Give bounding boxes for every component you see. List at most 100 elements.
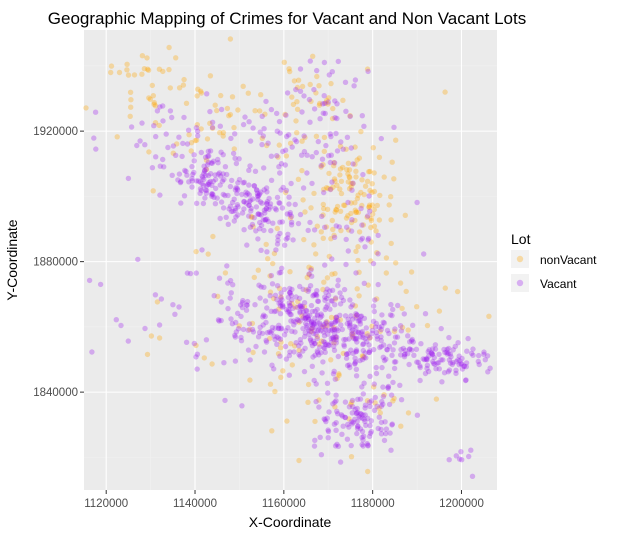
point-vacant <box>345 199 351 206</box>
point-vacant <box>307 119 313 125</box>
point-vacant <box>208 171 214 177</box>
point-vacant <box>326 409 332 415</box>
point-vacant <box>328 298 334 304</box>
point-nonvacant <box>302 134 308 141</box>
point-vacant <box>354 430 360 437</box>
point-nonvacant <box>352 144 358 150</box>
point-vacant <box>392 326 398 332</box>
point-vacant <box>301 133 307 139</box>
point-vacant <box>210 158 217 164</box>
point-nonvacant <box>371 188 378 195</box>
point-vacant <box>285 235 291 241</box>
point-vacant <box>227 277 234 284</box>
point-vacant <box>334 101 340 107</box>
point-vacant <box>264 249 270 255</box>
point-nonvacant <box>193 137 200 143</box>
point-nonvacant <box>145 67 152 73</box>
point-vacant <box>310 354 316 360</box>
point-vacant <box>311 321 318 327</box>
point-vacant <box>241 206 247 212</box>
point-nonvacant <box>371 223 378 229</box>
point-vacant <box>410 322 416 328</box>
point-vacant <box>222 164 229 170</box>
point-vacant <box>295 317 302 324</box>
point-nonvacant <box>366 204 372 211</box>
x-axis-title: X-Coordinate <box>249 514 332 530</box>
point-nonvacant <box>316 341 322 347</box>
point-vacant <box>348 347 354 353</box>
point-nonvacant <box>341 202 347 208</box>
point-vacant <box>354 425 361 432</box>
point-nonvacant <box>356 293 362 299</box>
point-nonvacant <box>299 138 305 144</box>
point-vacant <box>347 324 353 330</box>
point-vacant <box>450 347 456 353</box>
point-vacant <box>353 336 359 343</box>
point-nonvacant <box>370 211 376 217</box>
point-nonvacant <box>144 351 151 358</box>
point-vacant <box>277 230 283 237</box>
point-vacant <box>308 340 315 346</box>
point-vacant <box>176 134 182 140</box>
point-vacant <box>247 197 254 203</box>
point-vacant <box>324 341 330 347</box>
point-vacant <box>320 110 326 116</box>
point-vacant <box>257 295 263 301</box>
point-vacant <box>232 332 238 338</box>
point-vacant <box>318 328 324 334</box>
point-vacant <box>301 148 308 155</box>
point-vacant <box>299 152 305 158</box>
point-vacant <box>370 318 377 324</box>
point-vacant <box>366 433 373 440</box>
point-nonvacant <box>364 66 371 72</box>
point-vacant <box>315 298 322 305</box>
point-vacant <box>256 192 262 198</box>
point-vacant <box>355 318 362 324</box>
point-vacant <box>246 182 252 188</box>
point-vacant <box>315 349 321 356</box>
point-vacant <box>203 166 209 172</box>
point-vacant <box>160 156 166 163</box>
point-vacant <box>393 359 399 365</box>
point-vacant <box>360 412 366 418</box>
point-vacant <box>475 358 481 365</box>
point-vacant <box>357 357 363 364</box>
point-vacant <box>347 321 353 327</box>
point-nonvacant <box>338 227 344 234</box>
point-nonvacant <box>323 100 329 106</box>
point-nonvacant <box>310 53 316 59</box>
point-nonvacant <box>156 335 163 341</box>
point-nonvacant <box>301 236 307 243</box>
point-vacant <box>365 333 371 339</box>
point-vacant <box>422 311 429 317</box>
point-vacant <box>324 415 330 421</box>
point-vacant <box>230 150 237 157</box>
point-vacant <box>329 334 336 341</box>
point-vacant <box>267 293 273 299</box>
point-nonvacant <box>354 286 360 292</box>
point-vacant <box>300 348 306 354</box>
point-vacant <box>349 397 356 404</box>
point-vacant <box>231 196 237 202</box>
point-nonvacant <box>188 148 194 154</box>
point-vacant <box>357 318 363 324</box>
point-vacant <box>319 324 325 330</box>
point-vacant <box>337 301 344 307</box>
point-vacant <box>243 189 249 195</box>
point-nonvacant <box>209 361 215 367</box>
point-vacant <box>274 128 280 134</box>
point-nonvacant <box>214 107 220 114</box>
point-nonvacant <box>267 273 273 279</box>
point-vacant <box>229 321 236 327</box>
point-vacant <box>220 171 226 177</box>
point-vacant <box>199 180 205 187</box>
point-vacant <box>367 422 373 429</box>
point-vacant <box>271 308 278 315</box>
point-vacant <box>253 187 260 193</box>
point-vacant <box>314 311 321 318</box>
point-vacant <box>200 182 207 189</box>
point-vacant <box>89 349 95 355</box>
point-nonvacant <box>305 381 312 388</box>
point-vacant <box>346 336 352 342</box>
point-vacant <box>319 156 326 162</box>
